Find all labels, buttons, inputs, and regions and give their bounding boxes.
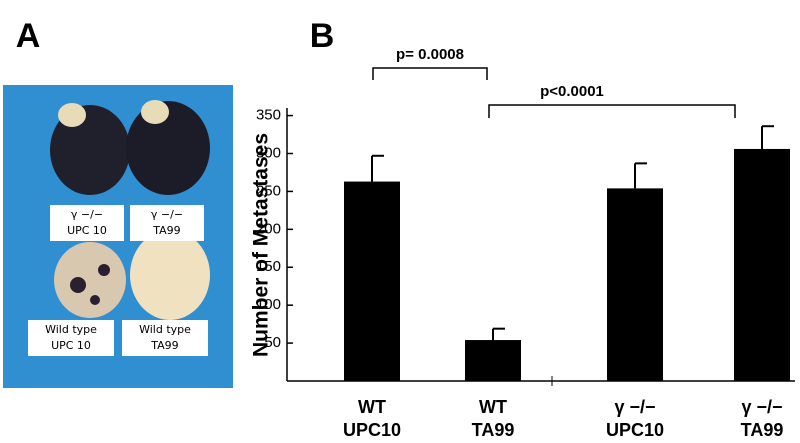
panel-label: B bbox=[310, 17, 335, 55]
photo-tag-text: UPC 10 bbox=[51, 339, 91, 352]
photo-tag-text: γ −/− bbox=[71, 208, 103, 221]
photo-tag bbox=[130, 205, 204, 241]
photo-tag-text: TA99 bbox=[150, 339, 178, 352]
lung bbox=[126, 101, 210, 195]
y-tick-label: 250 bbox=[256, 182, 281, 199]
photo-tag bbox=[28, 320, 114, 356]
lung bbox=[130, 230, 210, 320]
bar bbox=[734, 148, 790, 381]
x-tick-label: WT bbox=[479, 397, 507, 417]
significance-bracket bbox=[488, 104, 736, 118]
x-tick-label: TA99 bbox=[472, 420, 515, 440]
y-tick-label: 50 bbox=[264, 334, 281, 351]
bar bbox=[465, 340, 521, 381]
y-axis-label: Number of Metastases bbox=[250, 133, 273, 357]
significance-bracket bbox=[372, 67, 488, 80]
lung-spot bbox=[70, 277, 86, 293]
y-tick-label: 200 bbox=[256, 220, 281, 237]
photo-tag-text: γ −/− bbox=[151, 208, 183, 221]
y-tick-label: 350 bbox=[256, 107, 281, 124]
photo-tag-text: Wild type bbox=[139, 323, 191, 336]
lung-trachea bbox=[141, 100, 169, 124]
panel-label: A bbox=[16, 17, 41, 55]
photo-tag-text: UPC 10 bbox=[67, 224, 107, 237]
photo-tag-text: TA99 bbox=[152, 224, 180, 237]
bar bbox=[607, 188, 663, 381]
photo-tag bbox=[122, 320, 208, 356]
lung bbox=[50, 105, 130, 195]
x-tick-label: UPC10 bbox=[606, 420, 664, 440]
lung-spot bbox=[90, 295, 100, 305]
photo-tag bbox=[50, 205, 124, 241]
annotation: p= 0.0008 bbox=[396, 46, 464, 63]
photo-tag-text: Wild type bbox=[45, 323, 97, 336]
lung-trachea bbox=[58, 103, 86, 127]
x-tick-label: UPC10 bbox=[343, 420, 401, 440]
y-tick-label: 150 bbox=[256, 258, 281, 275]
y-tick-label: 300 bbox=[256, 144, 281, 161]
x-tick-label: γ −/− bbox=[614, 397, 655, 417]
bar bbox=[344, 181, 400, 381]
y-tick-label: 100 bbox=[256, 296, 281, 313]
x-tick-label: TA99 bbox=[741, 420, 784, 440]
lung bbox=[54, 242, 126, 318]
lung-spot bbox=[98, 264, 110, 276]
x-tick-label: γ −/− bbox=[741, 397, 782, 417]
x-tick-label: WT bbox=[358, 397, 386, 417]
annotation: p<0.0001 bbox=[540, 83, 604, 100]
